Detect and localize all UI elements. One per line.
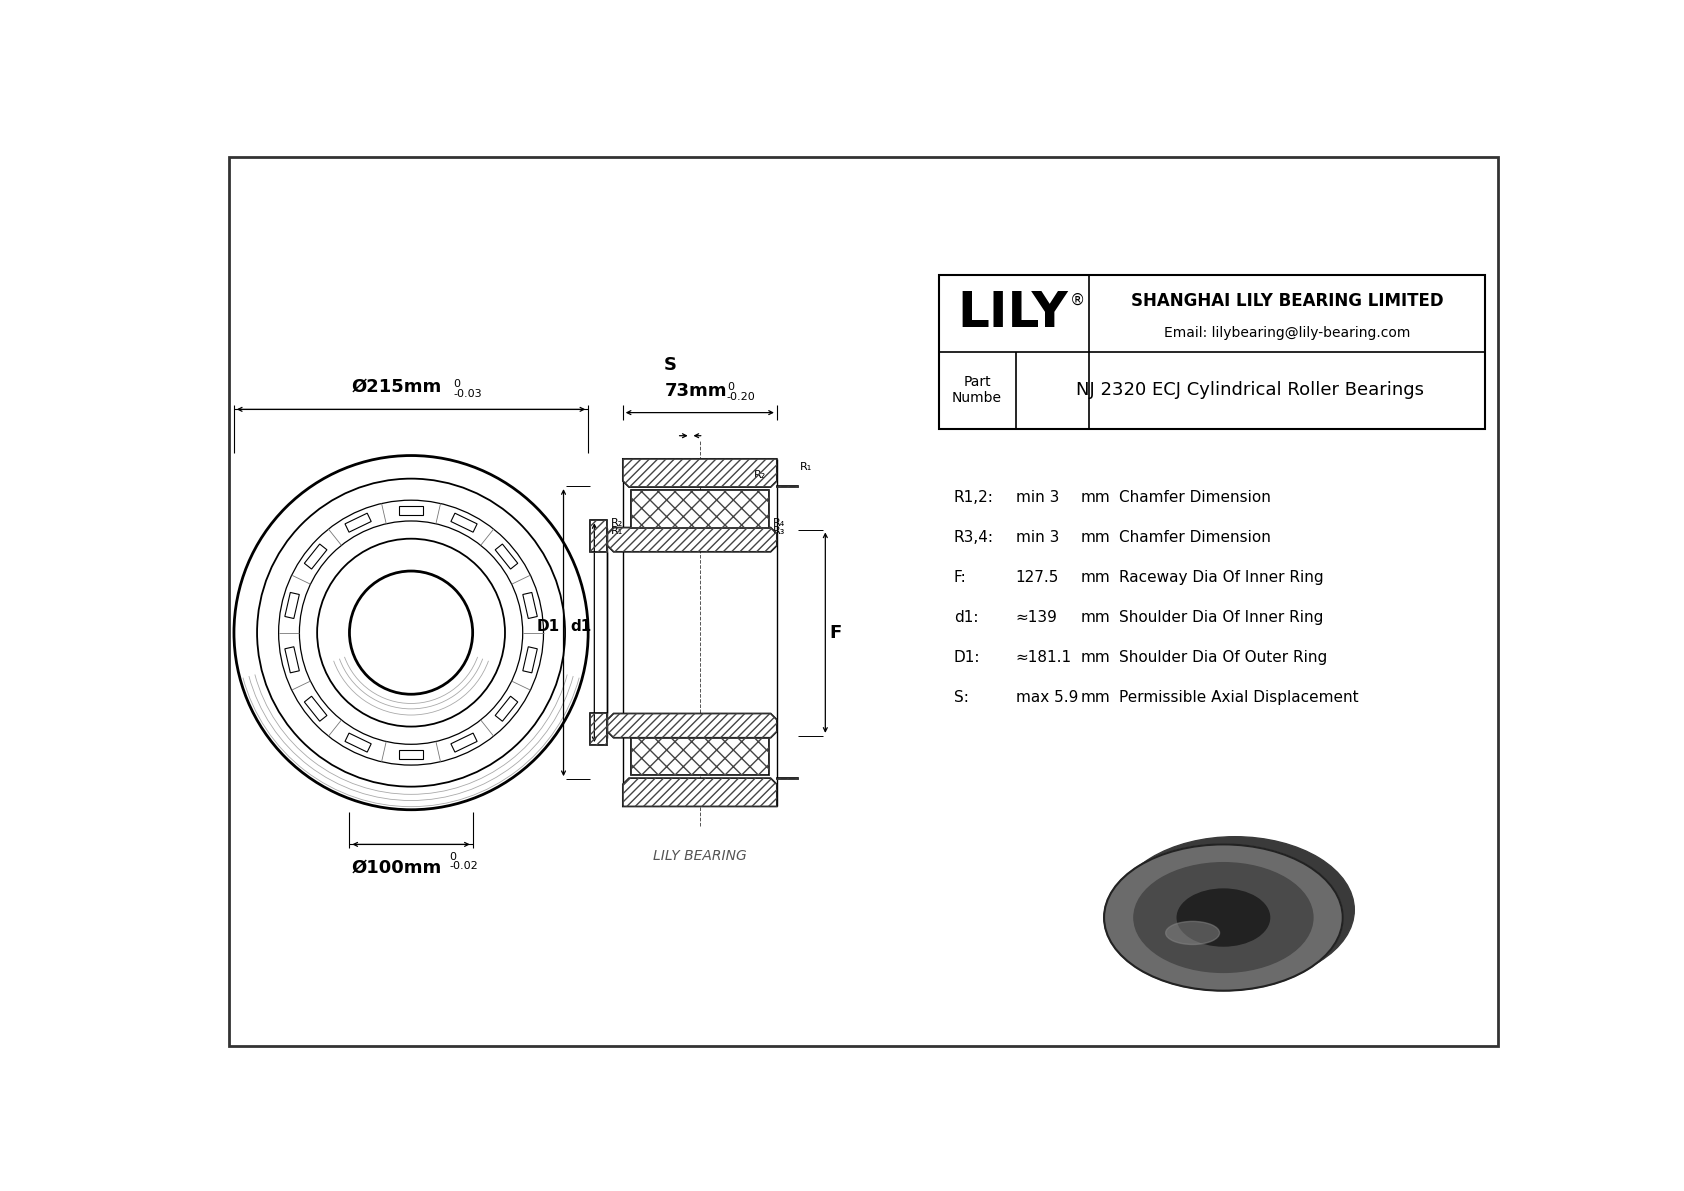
Text: R₃: R₃ xyxy=(773,526,785,536)
Text: min 3: min 3 xyxy=(1015,491,1059,505)
Text: 0: 0 xyxy=(453,379,460,389)
Polygon shape xyxy=(623,459,776,487)
Text: mm: mm xyxy=(1081,491,1111,505)
Text: R₂: R₂ xyxy=(754,470,766,480)
Bar xyxy=(285,647,300,673)
Text: S:: S: xyxy=(953,691,968,705)
Text: Ø100mm: Ø100mm xyxy=(352,859,443,877)
Text: Chamfer Dimension: Chamfer Dimension xyxy=(1120,530,1271,545)
Polygon shape xyxy=(608,528,776,551)
Polygon shape xyxy=(591,713,608,746)
Text: Permissible Axial Displacement: Permissible Axial Displacement xyxy=(1120,691,1359,705)
Text: Raceway Dia Of Inner Ring: Raceway Dia Of Inner Ring xyxy=(1120,570,1324,585)
Polygon shape xyxy=(608,713,776,737)
Text: mm: mm xyxy=(1081,530,1111,545)
Text: 0: 0 xyxy=(727,382,734,392)
Text: SHANGHAI LILY BEARING LIMITED: SHANGHAI LILY BEARING LIMITED xyxy=(1130,292,1443,310)
Text: 0: 0 xyxy=(450,852,456,862)
Text: R3,4:: R3,4: xyxy=(953,530,994,545)
Text: Shoulder Dia Of Outer Ring: Shoulder Dia Of Outer Ring xyxy=(1120,650,1327,666)
Text: R₄: R₄ xyxy=(773,518,785,528)
Text: -0.02: -0.02 xyxy=(450,861,478,872)
Text: d1:: d1: xyxy=(953,610,978,625)
Text: R1,2:: R1,2: xyxy=(953,491,994,505)
Bar xyxy=(345,734,370,752)
Bar xyxy=(305,544,327,569)
Ellipse shape xyxy=(1165,922,1219,944)
Text: Chamfer Dimension: Chamfer Dimension xyxy=(1120,491,1271,505)
Text: 127.5: 127.5 xyxy=(1015,570,1059,585)
Bar xyxy=(345,513,370,532)
Bar xyxy=(522,647,537,673)
Text: Email: lilybearing@lily-bearing.com: Email: lilybearing@lily-bearing.com xyxy=(1164,326,1410,341)
Text: F:: F: xyxy=(953,570,967,585)
Text: min 3: min 3 xyxy=(1015,530,1059,545)
Text: F: F xyxy=(829,624,842,642)
Text: D1: D1 xyxy=(537,619,559,634)
Ellipse shape xyxy=(1115,837,1354,983)
Text: ≈139: ≈139 xyxy=(1015,610,1058,625)
Text: R₂: R₂ xyxy=(611,518,623,528)
Polygon shape xyxy=(623,778,776,806)
Text: mm: mm xyxy=(1081,691,1111,705)
Text: d1: d1 xyxy=(571,619,593,634)
Polygon shape xyxy=(630,737,770,775)
Text: Part
Numbe: Part Numbe xyxy=(951,375,1002,405)
Bar xyxy=(451,513,477,532)
Text: R₁: R₁ xyxy=(800,462,812,472)
Text: mm: mm xyxy=(1081,570,1111,585)
Bar xyxy=(399,750,423,760)
Text: R₁: R₁ xyxy=(611,526,623,536)
Bar xyxy=(285,592,300,618)
Text: 73mm: 73mm xyxy=(665,381,727,399)
Text: -0.03: -0.03 xyxy=(453,388,482,399)
Bar xyxy=(495,697,517,722)
Ellipse shape xyxy=(1105,844,1342,991)
Bar xyxy=(305,697,327,722)
Polygon shape xyxy=(630,491,770,528)
Text: LILY BEARING: LILY BEARING xyxy=(653,849,746,862)
Bar xyxy=(495,544,517,569)
Polygon shape xyxy=(591,520,608,551)
Ellipse shape xyxy=(1133,862,1314,972)
Text: LILY: LILY xyxy=(958,289,1069,337)
Bar xyxy=(522,592,537,618)
Text: NJ 2320 ECJ Cylindrical Roller Bearings: NJ 2320 ECJ Cylindrical Roller Bearings xyxy=(1076,381,1425,399)
Text: ≈181.1: ≈181.1 xyxy=(1015,650,1071,666)
Text: -0.20: -0.20 xyxy=(727,392,756,401)
Text: max 5.9: max 5.9 xyxy=(1015,691,1078,705)
Text: mm: mm xyxy=(1081,610,1111,625)
Text: ®: ® xyxy=(1069,293,1084,308)
Text: D1:: D1: xyxy=(953,650,980,666)
Text: Shoulder Dia Of Inner Ring: Shoulder Dia Of Inner Ring xyxy=(1120,610,1324,625)
Bar xyxy=(399,506,423,516)
Text: mm: mm xyxy=(1081,650,1111,666)
Bar xyxy=(451,734,477,752)
Text: Ø215mm: Ø215mm xyxy=(352,378,443,395)
Text: S: S xyxy=(663,356,677,374)
Ellipse shape xyxy=(1177,888,1270,946)
